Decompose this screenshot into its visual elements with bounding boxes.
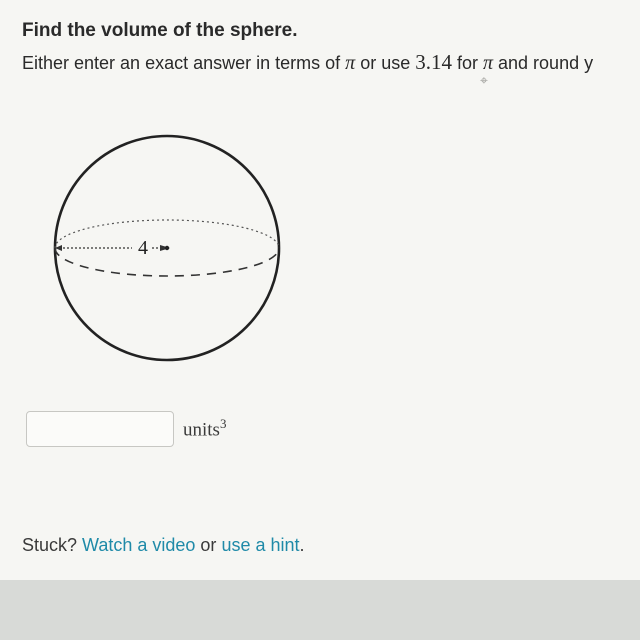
- units-label: units3: [183, 416, 226, 441]
- use-hint-link[interactable]: use a hint: [221, 535, 299, 555]
- prompt-sub-tail: and round y: [493, 53, 593, 73]
- answer-input[interactable]: [26, 411, 174, 447]
- equator-back: [55, 220, 279, 248]
- sphere-figure: 4: [32, 133, 640, 373]
- stuck-or: or: [195, 535, 221, 555]
- prompt-title: Find the volume of the sphere.: [22, 20, 640, 42]
- exercise-page: Find the volume of the sphere. Either en…: [0, 0, 640, 580]
- pi-value: 3.14: [415, 50, 452, 74]
- pi-symbol-2: π: [483, 52, 493, 74]
- watch-video-link[interactable]: Watch a video: [82, 535, 195, 555]
- stuck-tail: .: [300, 535, 305, 555]
- prompt-subtitle: Either enter an exact answer in terms of…: [22, 50, 640, 75]
- stuck-lead: Stuck?: [22, 535, 82, 555]
- units-exponent: 3: [220, 416, 227, 431]
- prompt-sub-mid: or use: [355, 53, 415, 73]
- pi-symbol-1: π: [345, 52, 355, 74]
- units-text: units: [183, 420, 220, 441]
- stuck-row: Stuck? Watch a video or use a hint.: [22, 535, 305, 556]
- cursor-icon: ⌖: [480, 72, 488, 89]
- prompt-sub-pre: Either enter an exact answer in terms of: [22, 53, 345, 73]
- answer-row: units3: [26, 411, 640, 447]
- equator-front: [55, 248, 279, 276]
- prompt-sub-post: for: [452, 53, 483, 73]
- sphere-svg: 4: [32, 133, 312, 368]
- radius-label: 4: [138, 237, 148, 259]
- center-dot: [165, 246, 169, 250]
